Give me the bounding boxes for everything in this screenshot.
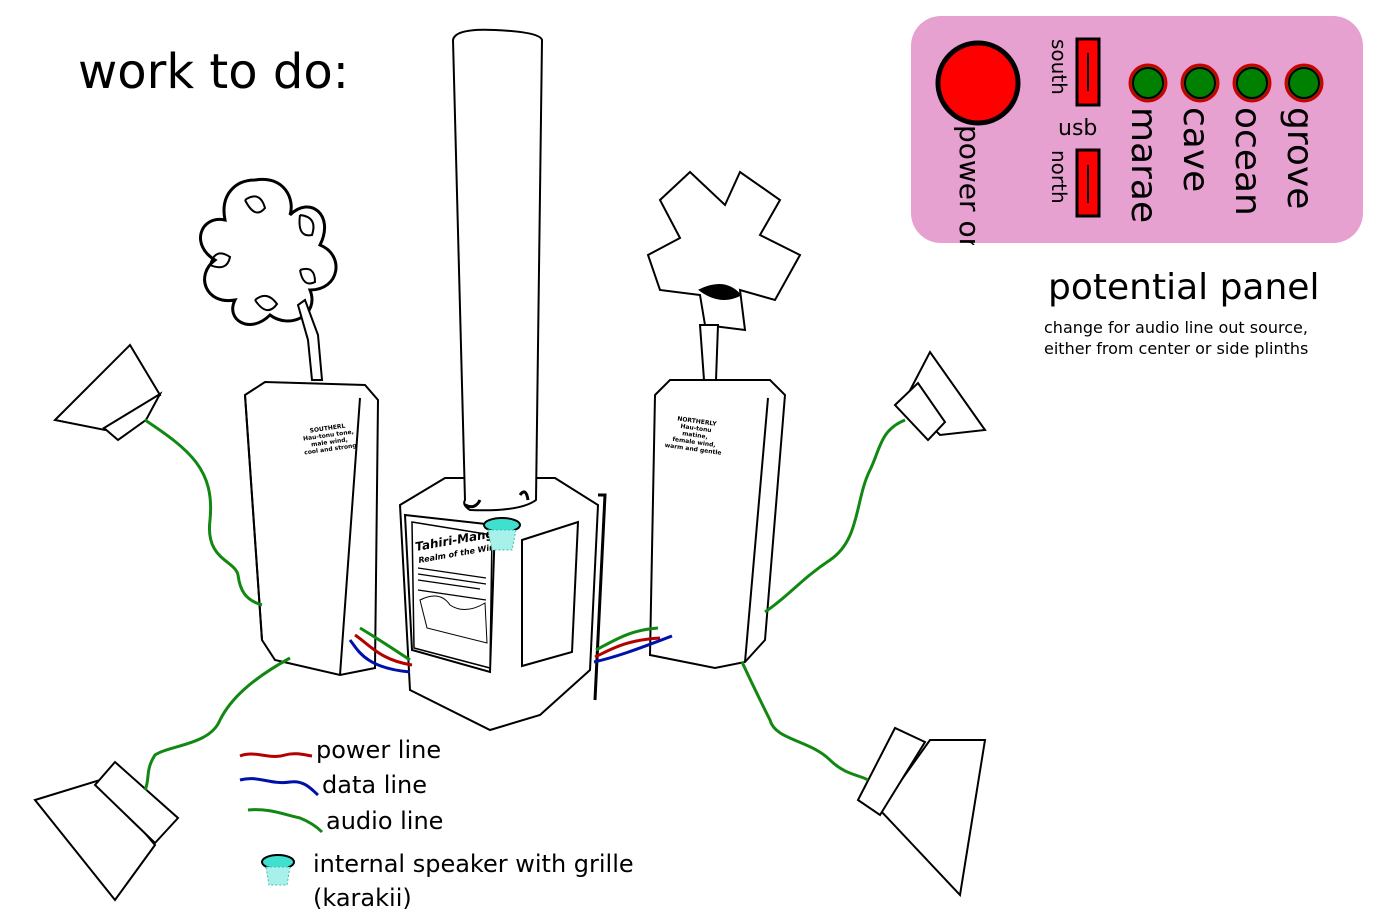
control-panel: power on south north usb marae cave ocea… bbox=[911, 16, 1363, 245]
audio-cables bbox=[143, 418, 906, 791]
legend-data-label: data line bbox=[322, 771, 427, 799]
sign-text-lines bbox=[417, 567, 487, 601]
internal-speaker-icon bbox=[483, 517, 521, 551]
legend-audio-swatch bbox=[247, 808, 324, 834]
center-sign bbox=[411, 521, 493, 669]
legend-speaker-label: internal speaker with grille bbox=[313, 850, 634, 878]
led-grove[interactable] bbox=[1284, 63, 1324, 103]
panel-note: change for audio line out source, either… bbox=[1044, 318, 1309, 358]
led-marae[interactable] bbox=[1128, 63, 1168, 103]
usb-north-label: north bbox=[1047, 150, 1071, 204]
power-label: power on bbox=[953, 125, 986, 245]
legend-audio-label: audio line bbox=[326, 807, 444, 835]
speaker-top-left bbox=[52, 343, 163, 442]
left-flower-sculpture bbox=[199, 177, 338, 381]
legend-power-label: power line bbox=[316, 736, 442, 764]
right-star-sculpture bbox=[646, 170, 802, 381]
channel-label-ocean: ocean bbox=[1227, 107, 1268, 216]
led-cave[interactable] bbox=[1180, 63, 1220, 103]
left-plinth bbox=[243, 380, 380, 677]
panel-heading: potential panel bbox=[1048, 267, 1320, 308]
power-button[interactable] bbox=[935, 40, 1021, 126]
legend-power-swatch bbox=[239, 752, 313, 758]
legend-speaker-icon bbox=[261, 854, 295, 886]
usb-south-label: south bbox=[1047, 39, 1071, 95]
center-column bbox=[451, 28, 544, 512]
power-cables bbox=[354, 633, 661, 667]
speaker-bottom-right bbox=[856, 726, 987, 898]
page-title: work to do: bbox=[78, 44, 349, 100]
speaker-bottom-left bbox=[33, 760, 180, 902]
data-cables bbox=[348, 634, 673, 674]
legend-speaker-sublabel: (karakii) bbox=[313, 884, 412, 912]
legend-data-swatch bbox=[239, 777, 319, 797]
right-plinth bbox=[648, 379, 787, 670]
speaker-top-right bbox=[893, 350, 987, 442]
channel-label-grove: grove bbox=[1279, 107, 1320, 209]
channel-label-cave: cave bbox=[1175, 107, 1216, 192]
channel-label-marae: marae bbox=[1123, 107, 1164, 223]
led-ocean[interactable] bbox=[1232, 63, 1272, 103]
usb-label: usb bbox=[1058, 116, 1097, 141]
